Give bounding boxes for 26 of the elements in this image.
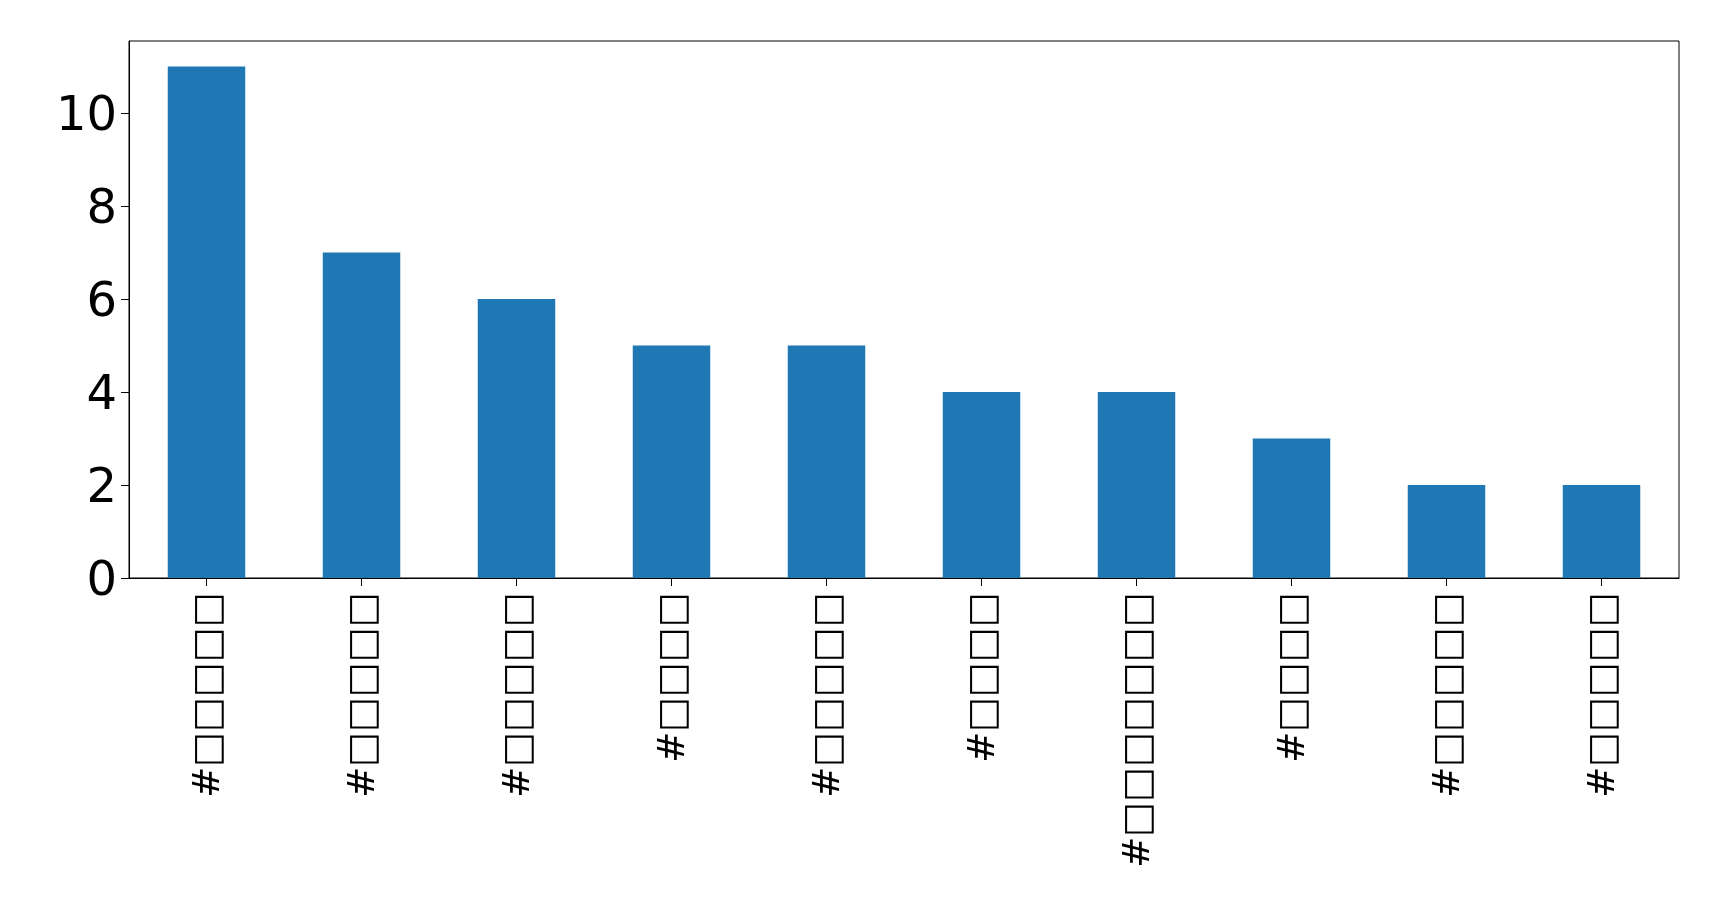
y-tick-label: 4 xyxy=(86,364,117,421)
bar xyxy=(477,299,556,578)
y-tick-label: 0 xyxy=(86,550,117,606)
x-tick-label: #□□□□□ xyxy=(1425,592,1468,798)
bar xyxy=(1562,485,1641,578)
bar xyxy=(1097,392,1176,578)
y-tick-label: 6 xyxy=(86,271,117,328)
bar xyxy=(942,392,1021,578)
x-tick-label: #□□□□ xyxy=(650,592,693,763)
bar xyxy=(322,252,401,578)
y-tick-label: 2 xyxy=(86,457,117,514)
bar xyxy=(1407,485,1486,578)
x-tick-label: #□□□□□ xyxy=(185,592,228,798)
x-tick-label: #□□□□ xyxy=(960,592,1003,763)
bar xyxy=(1252,438,1331,578)
x-tick-label: #□□□□ xyxy=(1270,592,1313,763)
x-tick-label: #□□□□□ xyxy=(805,592,848,798)
bar xyxy=(787,345,866,578)
y-tick-label: 8 xyxy=(86,178,117,235)
x-tick-label: #□□□□□ xyxy=(495,592,538,798)
bar xyxy=(632,345,711,578)
bar xyxy=(167,66,246,578)
x-tick-label: #□□□□□ xyxy=(340,592,383,798)
x-tick-label: #□□□□□ xyxy=(1580,592,1623,798)
x-tick-label: #□□□□□□□ xyxy=(1115,592,1158,868)
y-tick-label: 10 xyxy=(55,85,117,142)
